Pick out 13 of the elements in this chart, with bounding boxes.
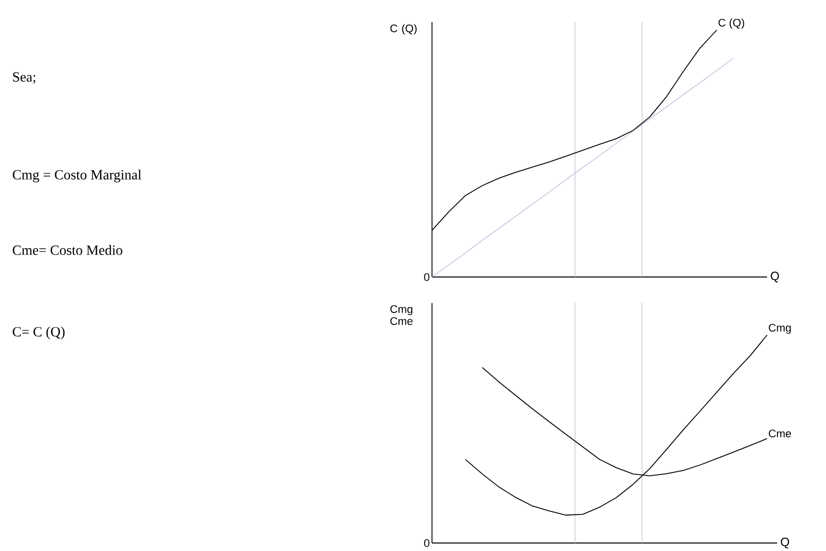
series-label: C (Q) — [718, 18, 744, 29]
series-label: Cmg — [768, 324, 791, 334]
series-label: Cme — [768, 430, 791, 438]
x-axis-title: Q — [770, 272, 779, 282]
text: Cmg = Costo Marginal — [12, 170, 142, 182]
x-axis-title: Q — [780, 538, 790, 548]
y-axis-title: C (Q) — [390, 24, 417, 34]
text: Sea; — [13, 72, 36, 84]
y-axis-title: Cmg Cme — [390, 305, 413, 325]
text: C= C (Q) — [12, 326, 65, 340]
text: 0 — [424, 273, 430, 281]
text: Cme= Costo Medio — [12, 245, 122, 255]
text: 0 — [424, 539, 430, 547]
